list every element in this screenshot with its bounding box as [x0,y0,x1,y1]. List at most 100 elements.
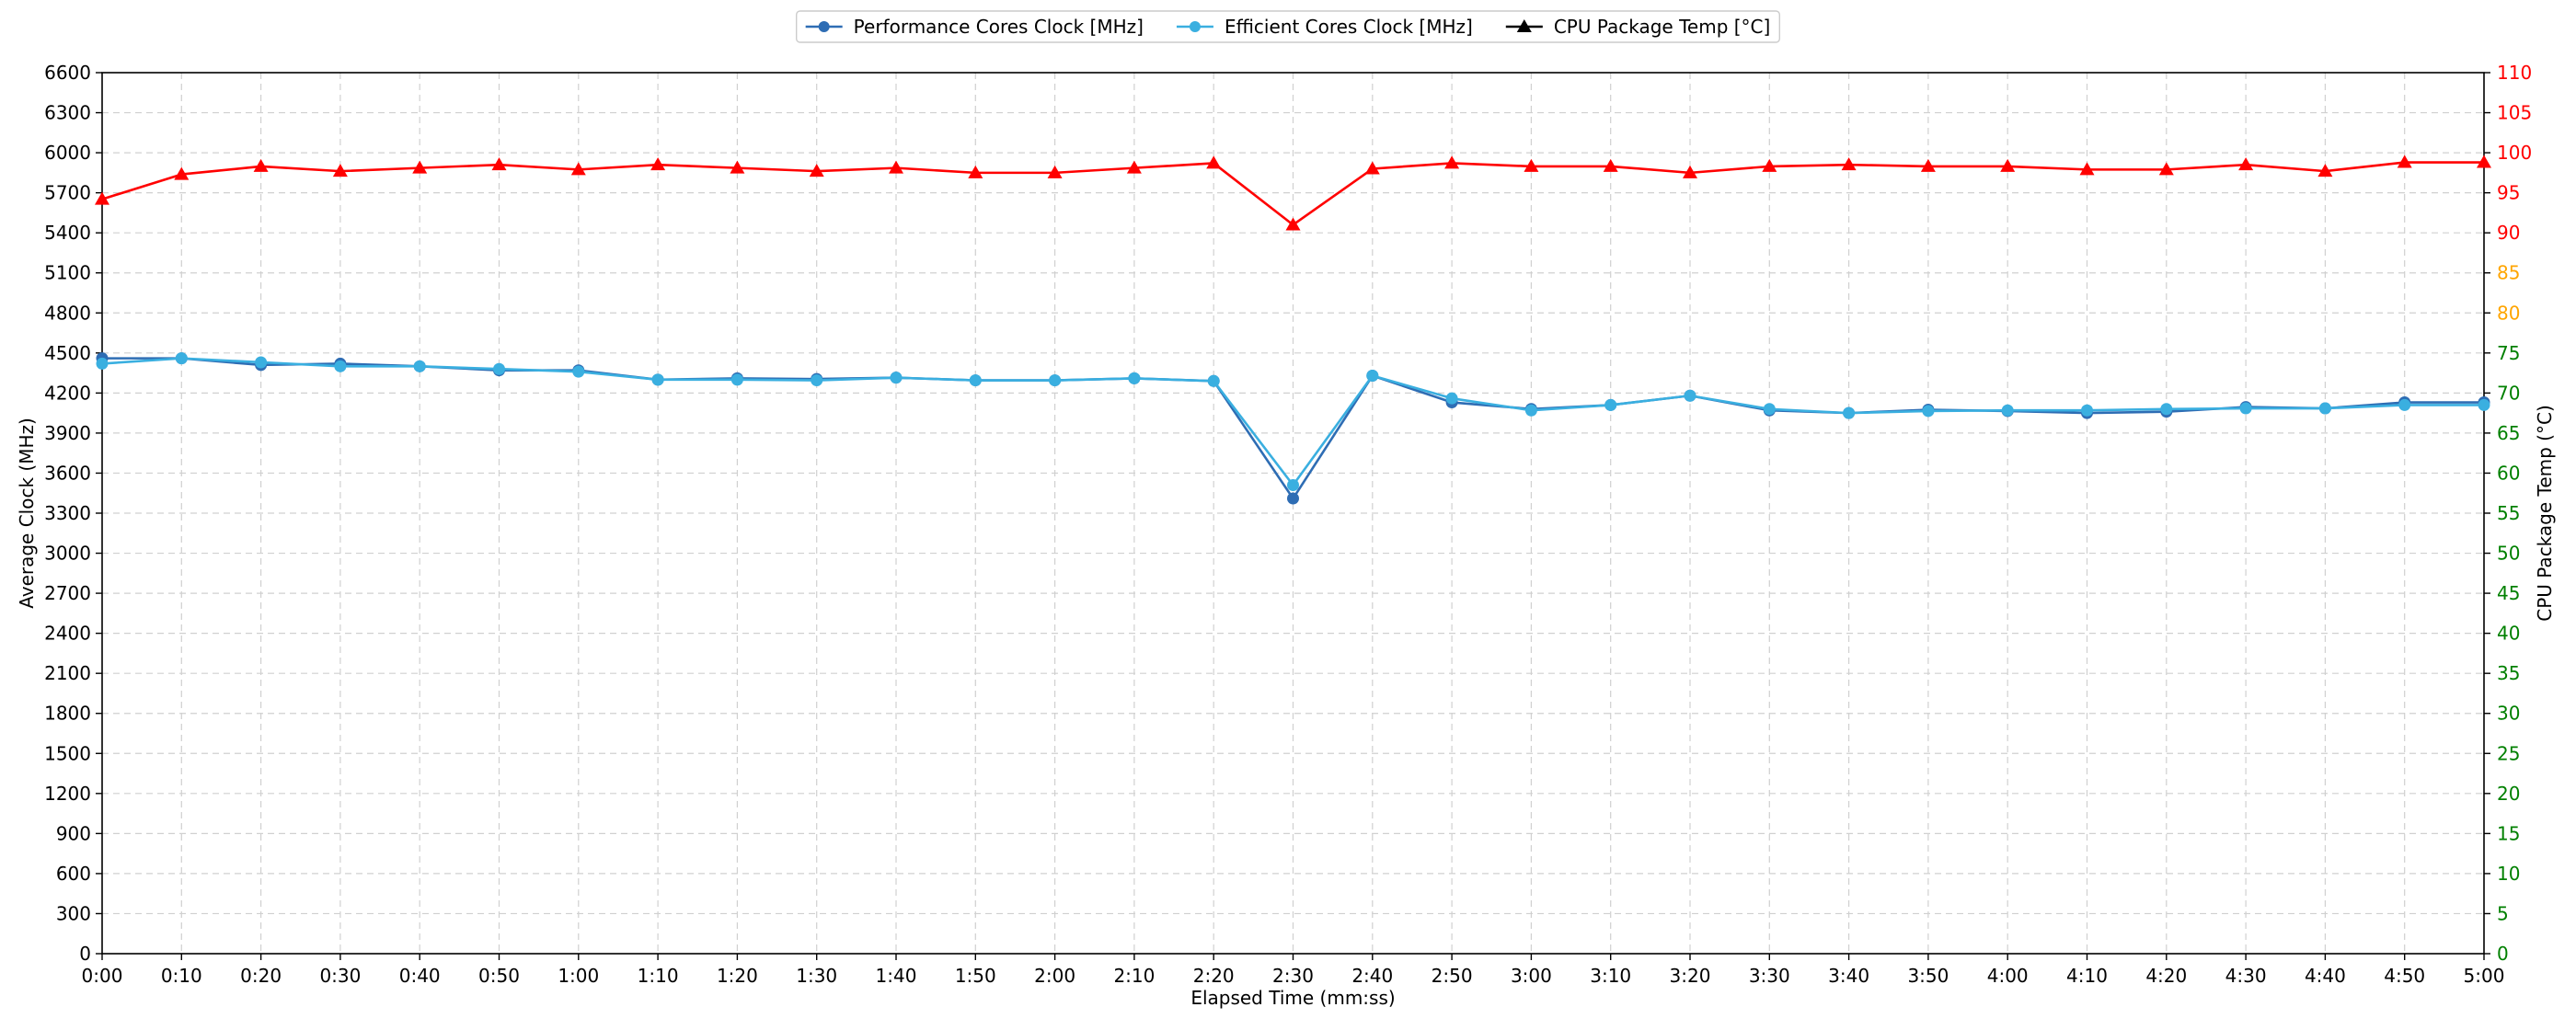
x-tick-label: 4:00 [1987,965,2029,987]
data-point [811,374,823,387]
y-tick-label: 3900 [44,422,91,444]
y2-tick-label: 80 [2497,302,2520,324]
legend-label-efficient-cores: Efficient Cores Clock [MHz] [1225,16,1473,38]
data-point [174,166,190,180]
data-point [1841,157,1857,171]
data-point [255,356,268,369]
data-point [572,365,585,378]
y2-tick-label: 30 [2497,703,2520,725]
legend-label-cpu-package-temp: CPU Package Temp [°C] [1554,16,1771,38]
x-tick-label: 0:20 [240,965,282,987]
y2-tick-label: 105 [2497,102,2532,124]
y2-tick-label: 5 [2497,902,2509,924]
data-point [1366,369,1379,382]
y2-tick-label: 10 [2497,863,2520,885]
data-point [1287,479,1299,492]
x-tick-label: 0:40 [399,965,441,987]
series-2 [95,154,2491,231]
data-point [1364,161,1380,175]
data-point [969,374,982,387]
y2-tick-label: 20 [2497,783,2520,805]
x-axis-label: Elapsed Time (mm:ss) [1190,987,1395,1009]
y-tick-label: 6000 [44,142,91,164]
data-point [96,357,109,370]
y2-tick-label: 90 [2497,222,2520,244]
x-tick-label: 4:10 [2066,965,2108,987]
y-tick-label: 5700 [44,182,91,204]
x-tick-label: 2:10 [1113,965,1155,987]
series-layer [95,154,2491,505]
data-point [1524,158,1539,172]
data-point [730,160,745,174]
x-tick-label: 4:40 [2305,965,2346,987]
y2-tick-label: 75 [2497,342,2520,364]
data-point [1287,492,1299,505]
x-tick-label: 3:30 [1749,965,1790,987]
legend-marker-performance-cores [818,21,830,32]
legend: Performance Cores Clock [MHz] Efficient … [795,10,1781,43]
legend-box [795,10,1781,43]
data-point [1524,404,1537,417]
x-tick-label: 2:00 [1034,965,1075,987]
x-tick-label: 1:00 [558,965,599,987]
x-tick-label: 1:10 [638,965,679,987]
data-point [1603,158,1618,172]
data-point [1922,405,1935,418]
x-axis-ticks: 0:00 0:10 0:20 0:30 0:40 0:50 1:00 1:10 1:20 1:30… [82,954,2505,987]
y-tick-label: 4800 [44,302,91,324]
y2-tick-label: 55 [2497,502,2520,524]
data-point [2317,164,2333,177]
x-tick-label: 1:50 [955,965,996,987]
data-point [968,165,983,178]
y2-tick-label: 100 [2497,142,2532,164]
data-point [1206,155,1222,169]
left-y-axis-ticks: 0 300 600 900 1200 1500 1800 2100 2400 2700 3000 33… [44,62,102,965]
x-tick-label: 3:00 [1511,965,1552,987]
series-1 [96,352,2490,492]
series-line [101,161,2484,226]
series-line [101,357,2484,486]
y-tick-label: 2700 [44,582,91,604]
data-point [1047,165,1063,178]
y-tick-label: 4500 [44,342,91,364]
data-point [175,352,188,365]
x-tick-label: 1:30 [796,965,837,987]
data-point [412,160,428,174]
data-point [1683,165,1697,178]
y2-tick-label: 40 [2497,623,2520,645]
y2-tick-label: 65 [2497,422,2520,444]
data-point [1207,374,1220,387]
data-point [2160,403,2173,416]
y2-tick-label: 95 [2497,182,2520,204]
y-tick-label: 900 [56,822,91,844]
x-tick-label: 3:50 [1907,965,1949,987]
data-point [413,360,426,372]
y2-tick-label: 50 [2497,543,2520,565]
data-point [1843,406,1856,419]
data-point [1920,158,1936,172]
data-point [1684,389,1696,402]
data-point [890,372,903,384]
data-point [651,373,664,386]
x-tick-label: 2:30 [1272,965,1314,987]
data-point [1128,372,1141,384]
data-point [2000,158,2016,172]
left-y-axis-label: Average Clock (MHz) [16,418,38,609]
x-tick-label: 1:40 [876,965,917,987]
x-tick-label: 2:50 [1432,965,1473,987]
data-point [253,158,269,172]
data-point [1763,403,1776,416]
y2-tick-label: 70 [2497,382,2520,404]
data-point [1444,155,1460,169]
data-point [2238,157,2254,171]
data-point [1445,392,1458,405]
y-tick-label: 1500 [44,742,91,764]
y-tick-label: 5100 [44,262,91,284]
x-tick-label: 0:30 [319,965,361,987]
x-tick-label: 5:00 [2464,965,2505,987]
x-tick-label: 4:20 [2145,965,2187,987]
y-tick-label: 3600 [44,462,91,484]
y-tick-label: 5400 [44,222,91,244]
data-point [2239,402,2252,415]
x-tick-label: 3:20 [1670,965,1711,987]
